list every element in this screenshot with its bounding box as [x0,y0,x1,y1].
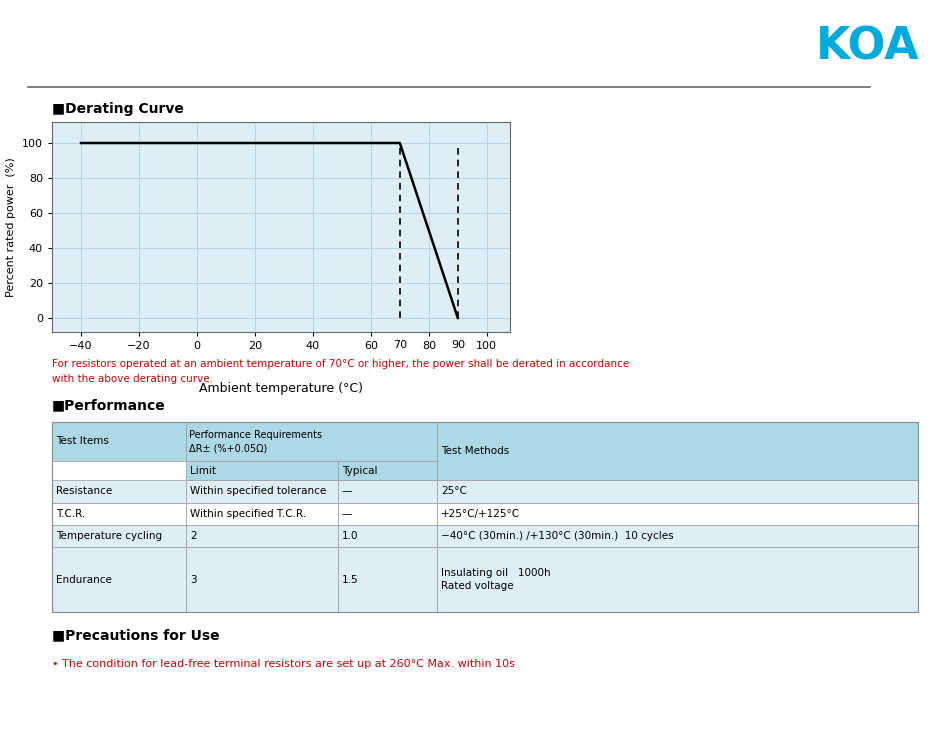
Bar [337,525,437,548]
Bar [186,503,337,525]
Text: Within specified tolerance: Within specified tolerance [189,486,326,497]
Bar [52,480,186,503]
Bar [186,461,337,480]
Text: 3: 3 [189,574,196,585]
Text: ■Precautions for Use: ■Precautions for Use [52,628,219,642]
Text: Insulating oil   1000h
Rated voltage: Insulating oil 1000h Rated voltage [441,568,550,592]
Text: 1.0: 1.0 [341,531,358,542]
Text: Test Items: Test Items [56,436,109,447]
Text: ■Derating Curve: ■Derating Curve [52,102,184,116]
Bar [437,480,917,503]
Text: 90: 90 [450,340,465,350]
Text: T.C.R.: T.C.R. [56,509,85,519]
Text: Endurance: Endurance [56,574,111,585]
Text: Typical: Typical [341,465,377,476]
Text: KOA: KOA [816,25,919,69]
Bar [52,525,186,548]
Bar [52,422,917,612]
Text: Within specified T.C.R.: Within specified T.C.R. [189,509,306,519]
Bar [186,422,437,461]
Text: Limit: Limit [189,465,216,476]
Bar [437,422,917,480]
Text: Resistance: Resistance [56,486,112,497]
Bar [437,525,917,548]
Bar [337,461,437,480]
Bar [337,480,437,503]
Text: 70: 70 [392,340,407,350]
Text: For resistors operated at an ambient temperature of 70°C or higher, the power sh: For resistors operated at an ambient tem… [52,359,628,384]
Bar [437,548,917,612]
Text: —: — [341,509,351,519]
Y-axis label: Percent rated power  (%): Percent rated power (%) [7,157,16,297]
Text: Temperature cycling: Temperature cycling [56,531,162,542]
Bar [186,480,337,503]
Bar [52,503,186,525]
Bar [186,548,337,612]
Text: 25°C: 25°C [441,486,466,497]
Bar [337,548,437,612]
Bar [337,503,437,525]
Bar [52,548,186,612]
Bar [52,422,186,461]
Text: ■Performance: ■Performance [52,398,166,412]
Text: 2: 2 [189,531,196,542]
Text: Performance Requirements
ΔR± (%+0.05Ω): Performance Requirements ΔR± (%+0.05Ω) [188,430,322,453]
Text: • The condition for lead-free terminal resistors are set up at 260°C Max. within: • The condition for lead-free terminal r… [52,659,514,669]
Text: 1.5: 1.5 [341,574,358,585]
Text: —: — [341,486,351,497]
Bar [186,525,337,548]
Text: −40°C (30min.) /+130°C (30min.)  10 cycles: −40°C (30min.) /+130°C (30min.) 10 cycle… [441,531,673,542]
Text: Test Methods: Test Methods [441,446,509,456]
Text: +25°C/+125°C: +25°C/+125°C [441,509,520,519]
Bar [437,503,917,525]
X-axis label: Ambient temperature (°C): Ambient temperature (°C) [199,382,363,394]
